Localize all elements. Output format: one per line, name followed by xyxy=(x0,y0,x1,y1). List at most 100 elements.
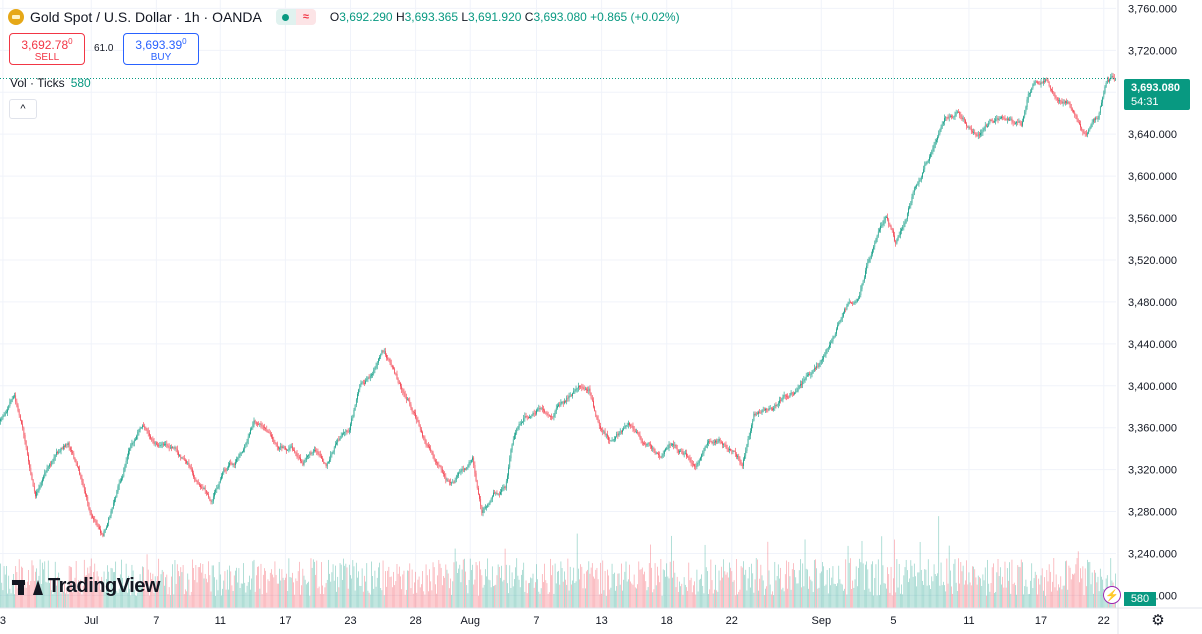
volume-legend[interactable]: Vol · Ticks 580 xyxy=(10,76,91,90)
candle-body xyxy=(31,473,33,480)
volume-bar xyxy=(268,581,270,608)
candle-body xyxy=(461,468,463,471)
candle-body xyxy=(56,452,57,455)
candle-body xyxy=(632,425,634,429)
status-pill[interactable]: ≈ xyxy=(275,9,316,25)
volume-bar xyxy=(414,582,415,608)
volume-bar xyxy=(1022,562,1023,608)
candle-body xyxy=(269,432,271,435)
volume-bar xyxy=(200,563,201,608)
gear-icon[interactable]: ⚙ xyxy=(1151,612,1165,629)
volume-bar xyxy=(886,588,887,608)
volume-bar xyxy=(1089,561,1091,608)
volume-bar xyxy=(752,573,754,608)
volume-bar xyxy=(454,548,456,608)
volume-bar xyxy=(634,587,636,608)
candle-body xyxy=(916,185,917,187)
sell-button[interactable]: 3,692.780 SELL xyxy=(9,33,85,65)
candle-body xyxy=(165,444,167,445)
candle-body xyxy=(282,446,284,448)
candle-body xyxy=(991,119,993,122)
volume-bar xyxy=(295,578,297,608)
market-open-icon[interactable] xyxy=(275,9,296,25)
volume-bar xyxy=(333,580,335,608)
volume-bar xyxy=(312,559,314,608)
candle-body xyxy=(963,118,965,121)
volume-bar xyxy=(824,585,826,608)
candle-body xyxy=(860,288,862,296)
tradingview-logo[interactable]: TradingView xyxy=(12,575,160,598)
candle-body xyxy=(926,161,928,164)
volume-bar xyxy=(181,572,183,608)
collapse-legend-button[interactable]: ^ xyxy=(9,99,37,119)
volume-bar xyxy=(747,578,749,608)
candle-body xyxy=(974,131,976,134)
candle-body xyxy=(2,416,4,419)
volume-bar xyxy=(946,558,948,608)
symbol-title[interactable]: Gold Spot / U.S. Dollar · 1h · OANDA xyxy=(30,9,262,25)
volume-bar xyxy=(329,573,330,608)
buy-button[interactable]: 3,693.390 BUY xyxy=(123,33,199,65)
candle-body xyxy=(786,395,787,397)
volume-bar xyxy=(431,590,433,608)
volume-bar xyxy=(802,563,804,608)
volume-bar xyxy=(991,567,993,608)
volume-bar xyxy=(994,593,995,608)
volume-bar xyxy=(408,570,409,608)
candle-body xyxy=(519,424,521,425)
volume-bar xyxy=(79,592,80,608)
volume-bar xyxy=(1066,560,1067,608)
candle-body xyxy=(766,409,768,410)
candle-body xyxy=(714,442,715,444)
candle-body xyxy=(1031,88,1033,93)
y-tick-label: 3,640.000 xyxy=(1128,129,1177,141)
candle-body xyxy=(667,448,669,449)
volume-bar xyxy=(846,594,848,608)
volume-bar xyxy=(1055,574,1057,608)
volume-bar xyxy=(707,571,708,608)
volume-bar xyxy=(158,558,160,608)
volume-bar xyxy=(550,558,551,608)
time-axis[interactable]: 3 Jul 7 11 17 23 28 Aug 7 13 18 22 Sep 5 11 17 22 xyxy=(0,615,1110,627)
candle-body xyxy=(486,506,487,508)
volume-bar xyxy=(626,581,628,608)
candle-body xyxy=(496,492,498,494)
volume-bar xyxy=(286,573,287,608)
volume-bar xyxy=(932,581,934,608)
candle-body xyxy=(536,410,537,414)
lightning-icon[interactable]: ⚡ xyxy=(1103,586,1121,604)
candle-body xyxy=(19,415,21,421)
volume-bar xyxy=(625,561,627,608)
volume-bar xyxy=(769,584,771,608)
volume-bar xyxy=(915,576,916,608)
volume-bar xyxy=(102,581,104,608)
volume-bar xyxy=(573,567,575,608)
volume-bar xyxy=(560,561,562,608)
volume-bar xyxy=(705,567,707,608)
candle-body xyxy=(378,358,379,363)
volume-bar xyxy=(103,571,105,608)
volume-bar xyxy=(515,567,516,608)
volume-bar xyxy=(30,580,32,608)
candle-body xyxy=(625,425,627,427)
volume-bar xyxy=(962,565,964,608)
volume-bar xyxy=(888,574,890,608)
compare-icon[interactable]: ≈ xyxy=(295,9,316,25)
candle-body xyxy=(417,420,419,422)
volume-bar xyxy=(439,563,441,608)
candle-body xyxy=(1011,118,1013,122)
volume-bar xyxy=(646,590,648,608)
volume-bar xyxy=(655,585,657,608)
volume-bar xyxy=(348,564,350,608)
candle-body xyxy=(223,469,225,473)
volume-bar xyxy=(125,563,127,608)
candle-body xyxy=(57,452,58,453)
volume-bar xyxy=(2,590,4,608)
candle-body xyxy=(660,456,662,458)
volume-bar xyxy=(826,569,828,608)
candle-body xyxy=(802,381,804,385)
volume-bar xyxy=(50,577,51,608)
volume-bar xyxy=(672,577,673,608)
volume-bar xyxy=(827,593,829,608)
